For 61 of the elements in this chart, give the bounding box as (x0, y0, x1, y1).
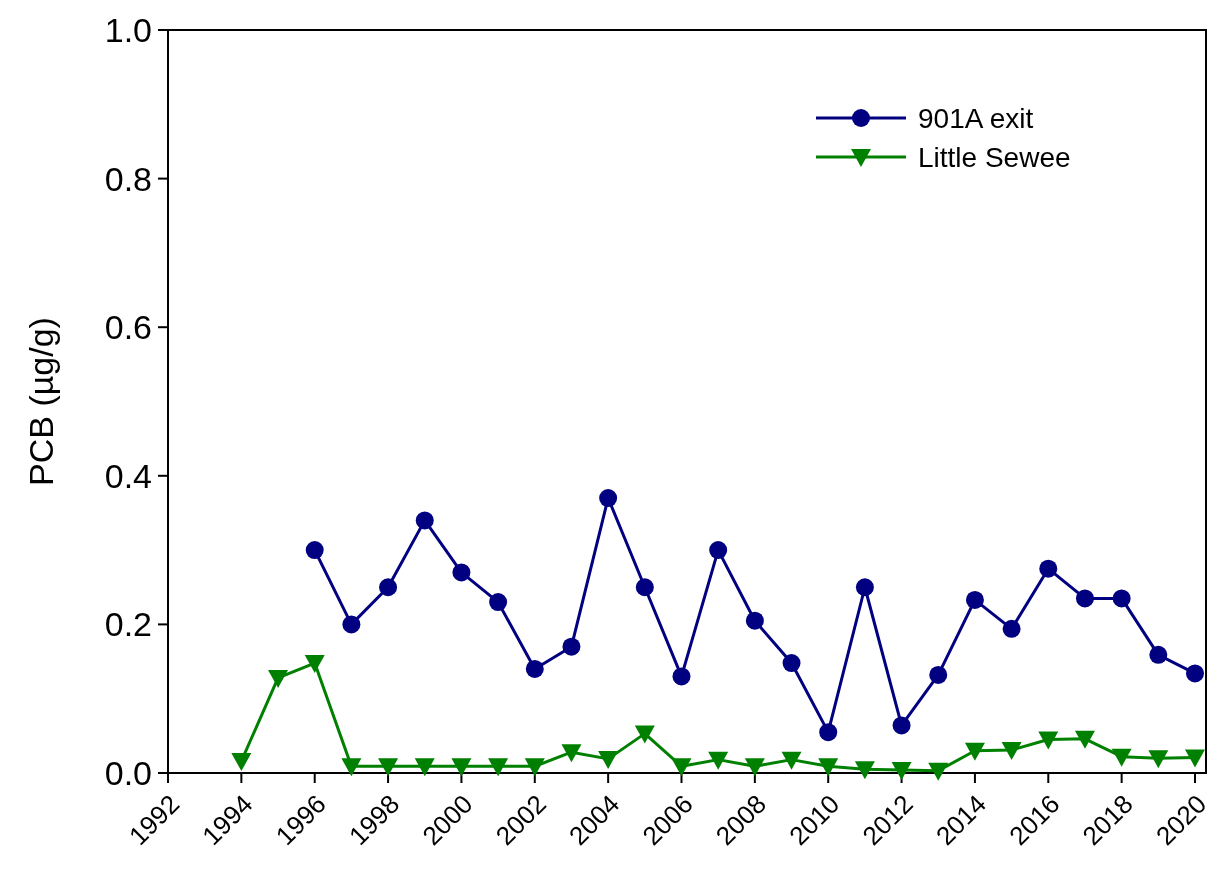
point (379, 578, 398, 597)
point (1148, 750, 1169, 769)
point (231, 753, 252, 772)
point (782, 654, 801, 673)
point (819, 723, 838, 742)
point (892, 716, 911, 735)
point (1186, 664, 1204, 683)
point (341, 758, 362, 777)
point (855, 578, 874, 597)
point (744, 758, 765, 777)
point (562, 637, 581, 656)
point (1038, 731, 1059, 750)
point (928, 762, 949, 781)
point (854, 761, 875, 780)
point (451, 758, 472, 777)
point (671, 758, 692, 777)
point (378, 758, 399, 777)
point (342, 615, 361, 634)
point (781, 751, 802, 770)
y-tick-label: 0.8 (104, 159, 152, 198)
point (525, 659, 544, 678)
y-tick-label: 0.6 (104, 308, 152, 347)
point (1039, 559, 1058, 578)
point (818, 758, 839, 777)
point (1001, 741, 1022, 760)
y-tick-label: 1.0 (104, 10, 152, 49)
y-tick-label: 0.0 (104, 753, 152, 792)
point (598, 750, 619, 769)
point (635, 578, 654, 597)
point (1149, 645, 1168, 664)
point (452, 563, 471, 582)
point (1075, 589, 1094, 608)
point (599, 489, 618, 508)
point (1111, 748, 1132, 767)
point (305, 541, 324, 560)
point (1002, 619, 1021, 638)
point (965, 590, 984, 609)
y-tick-label: 0.4 (104, 456, 152, 495)
point (489, 593, 508, 612)
point (561, 744, 582, 763)
point (929, 665, 948, 684)
point (709, 541, 728, 560)
point (708, 751, 729, 770)
y-tick-label: 0.2 (104, 605, 152, 644)
point (964, 742, 985, 761)
legend-label: Little Sewee (918, 141, 1071, 173)
point (1185, 749, 1205, 768)
point (524, 758, 545, 777)
point (268, 669, 289, 688)
point (745, 611, 764, 630)
point (891, 762, 912, 781)
legend-label: 901A exit (918, 102, 1034, 134)
point (672, 667, 691, 686)
point (415, 511, 434, 530)
point (634, 725, 655, 744)
y-axis-title: PCB (µg/g) (22, 317, 60, 486)
point (1074, 730, 1095, 749)
point (488, 758, 509, 777)
point (1112, 589, 1131, 608)
point (414, 758, 435, 777)
point (304, 655, 325, 674)
